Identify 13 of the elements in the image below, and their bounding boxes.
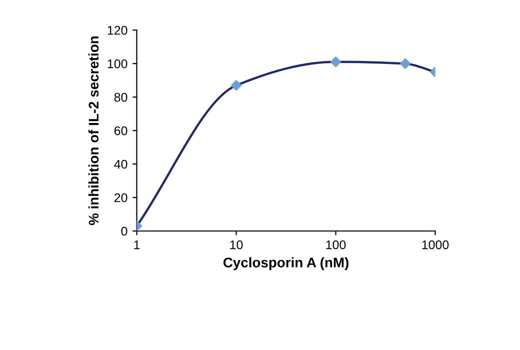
y-tick-label: 60 [114,126,128,136]
y-axis-title: % inhibition of IL-2 secretion [88,36,99,226]
x-tick-label: 10 [230,240,243,250]
y-tick-label: 120 [108,26,128,35]
x-axis-title: Cyclosporin A (nM) [223,257,348,270]
x-tick-label: 1 [134,240,140,250]
y-tick-label: 40 [114,160,128,169]
y-tick-label: 0 [121,226,128,236]
y-tick-label: 100 [108,59,128,68]
y-tick-label: 80 [114,92,128,102]
x-tick-label: 1000 [422,240,449,250]
x-tick-label: 100 [326,240,346,250]
y-tick-label: 20 [114,193,128,202]
